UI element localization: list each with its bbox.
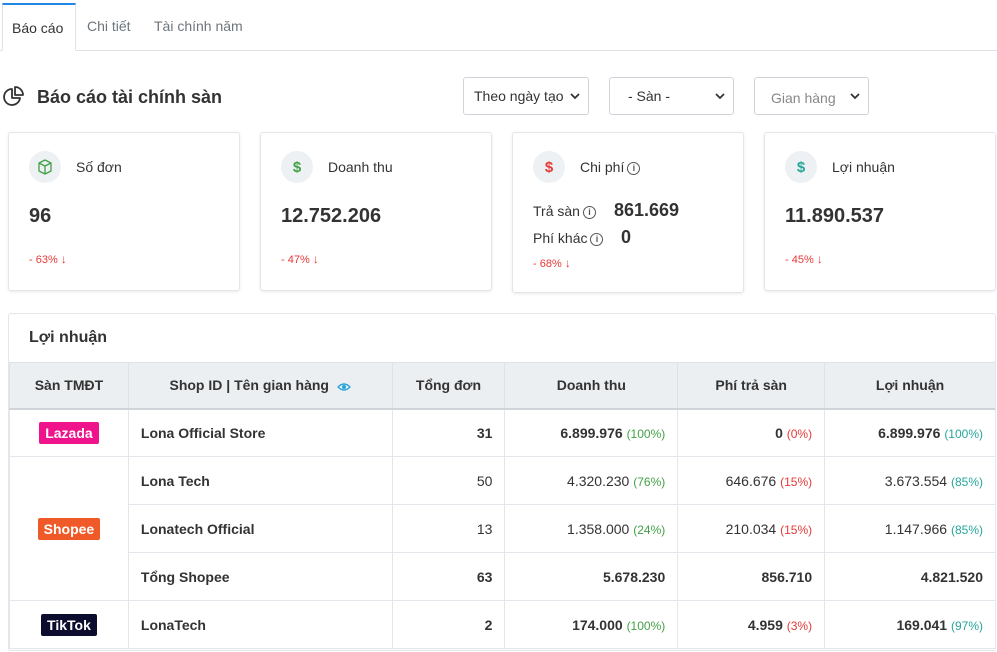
arrow-down-icon: ↓ xyxy=(816,252,823,266)
lazada-badge: Lazada xyxy=(39,421,99,444)
other-fee-value: 0 xyxy=(621,227,632,247)
pie-chart-icon xyxy=(3,86,24,106)
chevron-down-icon xyxy=(850,93,860,100)
column-header: Shop ID | Tên gian hàng xyxy=(127,362,393,410)
profit-panel-title: Lợi nhuận xyxy=(29,329,108,346)
table-row: Lonatech Official 13 1.358.000 (24%) 210… xyxy=(10,504,995,553)
cost-label: Chi phí i xyxy=(580,159,641,175)
revenue-value: 12.752.206 xyxy=(281,205,382,227)
tab-details[interactable]: Chi tiết xyxy=(87,18,131,34)
fee-cell: 4.959 (3%) xyxy=(677,600,826,649)
dollar-icon: $ xyxy=(785,151,817,183)
platform-cell: Lazada xyxy=(9,408,129,457)
fee-cell: 210.034 (15%) xyxy=(677,504,826,553)
shopee-badge: Shopee xyxy=(37,517,101,540)
revenue-cell: 5.678.230 xyxy=(504,552,679,601)
orders-cell: 50 xyxy=(391,456,506,505)
cost-card: $ Chi phí i Trả sàn i 861.669 Phí khác i 0 … xyxy=(512,132,744,293)
shop-name: Lona Tech xyxy=(127,456,393,505)
table-row: Lazada Lona Official Store 31 6.899.976 … xyxy=(9,408,995,457)
info-icon[interactable]: i xyxy=(627,161,641,175)
platform-fee-value: 861.669 xyxy=(614,200,680,220)
profit-cell: 4.821.520 xyxy=(824,552,995,601)
revenue-cell: 174.000 (100%) xyxy=(504,600,679,649)
shop-name: LonaTech xyxy=(127,600,393,649)
page-title: Báo cáo tài chính sàn xyxy=(37,87,223,107)
profit-label: Lợi nhuận xyxy=(832,159,895,175)
revenue-card: $ Doanh thu 12.752.206 - 47% ↓ xyxy=(260,132,492,291)
tab-report[interactable]: Báo cáo xyxy=(2,3,76,51)
revenue-cell: 1.358.000 (24%) xyxy=(504,504,679,553)
other-fee-label: Phí khác xyxy=(533,230,588,246)
chevron-down-icon xyxy=(570,93,580,100)
column-header: Phí trả sàn xyxy=(677,362,826,410)
dollar-icon: $ xyxy=(281,151,313,183)
date-mode-value: Theo ngày tạo xyxy=(474,88,564,104)
date-mode-select[interactable]: Theo ngày tạo xyxy=(463,77,589,115)
profit-cell: 3.673.554 (85%) xyxy=(824,456,995,505)
column-header: Sàn TMĐT xyxy=(9,362,129,410)
box-icon xyxy=(29,151,61,183)
eye-icon[interactable] xyxy=(337,382,351,392)
shop-name: Lonatech Official xyxy=(127,504,393,553)
store-select[interactable]: Gian hàng xyxy=(754,77,869,115)
orders-cell: 63 xyxy=(391,552,506,601)
tab-annual-finance[interactable]: Tài chính năm xyxy=(154,18,243,34)
platform-value: - Sàn - xyxy=(628,88,671,104)
revenue-label: Doanh thu xyxy=(328,159,393,175)
info-icon[interactable]: i xyxy=(582,205,596,219)
arrow-down-icon: ↓ xyxy=(312,252,319,266)
arrow-down-icon: ↓ xyxy=(60,252,67,266)
shop-name: Lona Official Store xyxy=(127,408,393,457)
profit-cell: 6.899.976 (100%) xyxy=(824,408,995,457)
table-header-row: Sàn TMĐT Shop ID | Tên gian hàng Tổng đơ… xyxy=(9,362,995,410)
column-header: Lợi nhuận xyxy=(824,362,995,410)
dollar-icon: $ xyxy=(533,151,565,183)
platform-cell: Shopee xyxy=(9,456,129,601)
platform-select[interactable]: - Sàn - xyxy=(609,77,734,115)
platform-fee-row: Trả sàn i 861.669 xyxy=(533,200,679,220)
profit-cell: 169.041 (97%) xyxy=(824,600,995,649)
table-row-total: Tổng Shopee 63 5.678.230 856.710 4.821.5… xyxy=(10,552,995,601)
profit-panel: Lợi nhuận Sàn TMĐT Shop ID | Tên gian hà… xyxy=(8,313,996,651)
profit-cell: 1.147.966 (85%) xyxy=(824,504,995,553)
platform-cell: TikTok xyxy=(9,600,129,649)
tiktok-badge: TikTok xyxy=(41,613,97,636)
table-row: TikTok LonaTech 2 174.000 (100%) 4.959 (… xyxy=(9,600,995,649)
shop-name: Tổng Shopee xyxy=(127,552,393,601)
tab-bar: Báo cáo Chi tiết Tài chính năm xyxy=(0,0,997,51)
chevron-down-icon xyxy=(715,93,725,100)
store-placeholder: Gian hàng xyxy=(771,90,836,106)
orders-change: - 63% ↓ xyxy=(29,252,67,266)
revenue-cell: 4.320.230 (76%) xyxy=(504,456,679,505)
orders-value: 96 xyxy=(29,205,52,227)
profit-change: - 45% ↓ xyxy=(785,252,823,266)
orders-cell: 31 xyxy=(391,408,506,457)
arrow-down-icon: ↓ xyxy=(564,256,571,270)
orders-cell: 2 xyxy=(391,600,506,649)
info-icon[interactable]: i xyxy=(590,232,604,246)
column-header: Tổng đơn xyxy=(391,362,506,410)
table-row: Shopee Lona Tech 50 4.320.230 (76%) 646.… xyxy=(9,456,995,601)
fee-cell: 0 (0%) xyxy=(677,408,826,457)
revenue-cell: 6.899.976 (100%) xyxy=(504,408,679,457)
fee-cell: 646.676 (15%) xyxy=(677,456,826,505)
other-fee-row: Phí khác i 0 xyxy=(533,227,631,247)
orders-label: Số đơn xyxy=(76,159,122,175)
orders-card: Số đơn 96 - 63% ↓ xyxy=(8,132,240,291)
platform-fee-label: Trả sàn xyxy=(533,203,580,219)
profit-table: Sàn TMĐT Shop ID | Tên gian hàng Tổng đơ… xyxy=(9,362,995,649)
profit-value: 11.890.537 xyxy=(785,205,884,227)
fee-cell: 856.710 xyxy=(677,552,826,601)
cost-change: - 68% ↓ xyxy=(533,256,571,270)
column-header: Doanh thu xyxy=(504,362,679,410)
orders-cell: 13 xyxy=(391,504,506,553)
profit-card: $ Lợi nhuận 11.890.537 - 45% ↓ xyxy=(764,132,996,291)
revenue-change: - 47% ↓ xyxy=(281,252,319,266)
